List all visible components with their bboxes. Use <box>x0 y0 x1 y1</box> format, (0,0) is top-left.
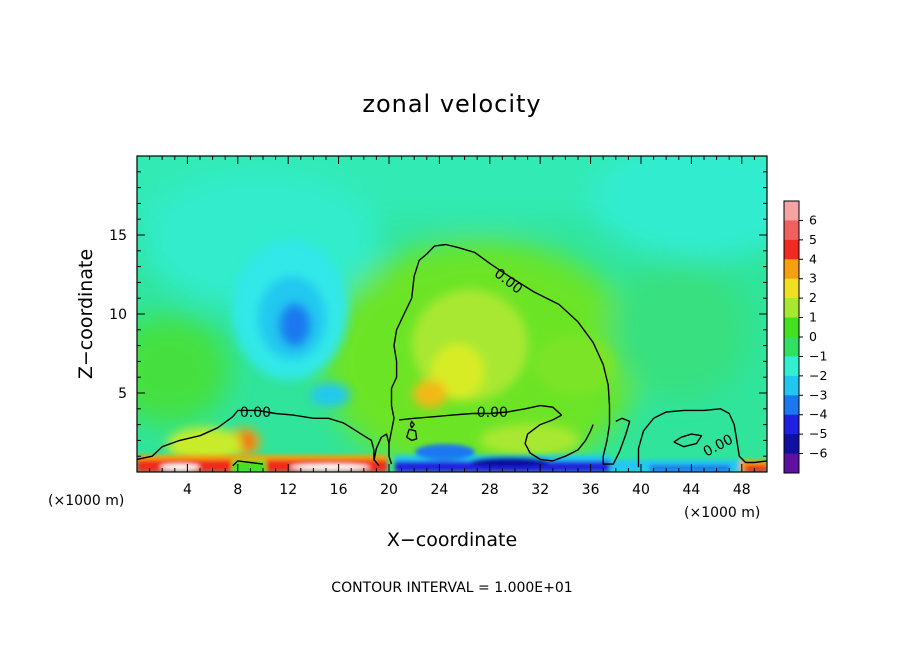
colorbar-label: −5 <box>809 426 827 441</box>
contour-line <box>637 408 767 468</box>
x-tick-label: 12 <box>279 482 297 498</box>
colorbar-swatch <box>784 375 799 396</box>
contour-line <box>524 414 594 462</box>
y-tick-label: 5 <box>118 386 127 402</box>
x-tick-label: 40 <box>632 482 650 498</box>
x-axis-label: X−coordinate <box>387 529 517 551</box>
colorbar-swatch <box>784 239 799 260</box>
x-tick-label: 28 <box>481 482 499 498</box>
colorbar-label: 0 <box>809 329 817 344</box>
colorbar-label: 4 <box>809 251 817 266</box>
chart-title: zonal velocity <box>362 90 541 118</box>
y-axis: 5 10 15 <box>109 171 767 457</box>
colorbar-swatch <box>784 414 799 435</box>
colorbar-swatch <box>784 356 799 377</box>
colorbar-swatch <box>784 317 799 338</box>
x-axis: 4 8 12 16 20 24 28 32 36 40 44 48 <box>149 156 755 498</box>
field-boundary-layer <box>137 444 767 472</box>
contour-line <box>399 404 563 421</box>
colorbar-swatch <box>784 395 799 416</box>
colorbar-label: −1 <box>809 348 827 363</box>
colorbar-swatch <box>784 298 799 319</box>
colorbar-label: −6 <box>809 446 827 461</box>
colorbar-label: −2 <box>809 368 827 383</box>
contour-line <box>405 428 418 442</box>
contour-label: 0.00 <box>240 405 271 421</box>
x-tick-label: 44 <box>682 482 700 498</box>
x-tick-label: 4 <box>183 482 192 498</box>
colorbar-label: 5 <box>809 232 817 247</box>
contour-line <box>232 460 264 467</box>
field-blobs-detail <box>167 240 615 463</box>
x-tick-label: 32 <box>531 482 549 498</box>
colorbar-label: 3 <box>809 271 817 286</box>
contour-lines <box>137 243 767 468</box>
y-tick-label: 10 <box>109 307 127 323</box>
contour-line <box>673 433 703 448</box>
contour-label: 0.00 <box>477 405 508 421</box>
x-unit-label-right: (×1000 m) <box>684 505 760 521</box>
y-axis-label: Z−coordinate <box>75 249 97 379</box>
colorbar-label: −3 <box>809 387 827 402</box>
colorbar-swatch <box>784 278 799 299</box>
x-tick-label: 16 <box>330 482 348 498</box>
colorbar-label: 6 <box>809 212 817 227</box>
x-tick-label: 20 <box>380 482 398 498</box>
colorbar-label: 1 <box>809 310 817 325</box>
colorbar-swatch <box>784 434 799 455</box>
x-unit-label-left: (×1000 m) <box>48 493 124 509</box>
x-tick-label: 36 <box>582 482 600 498</box>
colorbar-swatch <box>784 259 799 280</box>
contour-line <box>409 420 415 429</box>
heatmap-field <box>137 156 767 472</box>
colorbar-swatch <box>784 220 799 241</box>
colorbar-label: −4 <box>809 407 827 422</box>
x-tick-label: 8 <box>233 482 242 498</box>
colorbar-swatch <box>784 337 799 357</box>
x-tick-label: 24 <box>430 482 448 498</box>
contour-line <box>411 243 631 465</box>
field-blobs-broad <box>137 156 767 472</box>
contour-line <box>373 433 390 462</box>
contour-line <box>137 409 380 467</box>
x-tick-label: 48 <box>733 482 751 498</box>
y-tick-label: 15 <box>109 228 127 244</box>
contour-interval-note: CONTOUR INTERVAL = 1.000E+01 <box>331 580 572 596</box>
colorbar-swatch <box>784 453 799 474</box>
colorbar-swatch <box>784 201 799 221</box>
colorbar-label: 2 <box>809 290 817 305</box>
colorbar: 6 5 4 3 2 1 0 −1 −2 −3 −4 −5 −6 <box>783 200 827 474</box>
